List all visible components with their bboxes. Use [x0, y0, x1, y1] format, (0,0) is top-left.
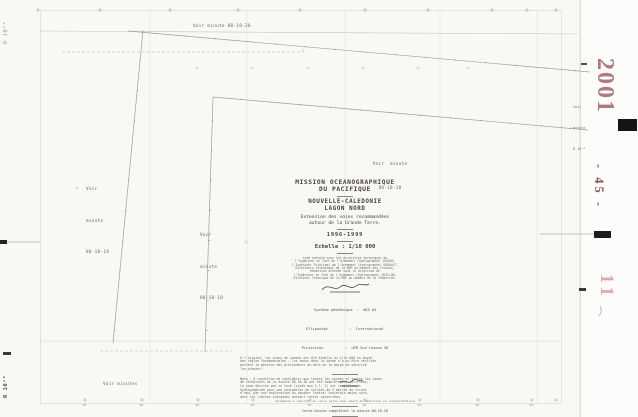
tick-label: 20' [139, 403, 145, 407]
survey-line-diagonal-upper [127, 30, 591, 73]
geodesy-line: Ellipsoïde : International [306, 326, 384, 331]
mission-title-line1: MISSION OCEANOGRAPHIQUE [295, 179, 395, 186]
annotation-top: Voir minute 88-18-20 [193, 24, 251, 29]
registry-black-bar-right [618, 119, 637, 131]
subject-line1: Extension des voies recommandées [300, 215, 390, 220]
divider [337, 253, 353, 255]
signature-space [240, 281, 450, 296]
credits-line: l'Ingénieur en Chef de l'Armement (hydro… [293, 272, 397, 277]
margin-note-line: Voir [573, 105, 582, 109]
ref-bottom-left: R 10¹⁸ [3, 375, 9, 398]
register-ticks-top [36, 8, 558, 12]
tick-label: 35' [307, 403, 313, 407]
annotation-bottom: Voir minutes B 10¹⁸ et 88-18-13 [103, 355, 138, 417]
region-line1: NOUVELLE-CALEDONIE [308, 199, 382, 206]
margin-note-line: B 10¹⁸ [573, 147, 586, 151]
geodesy-line: Système géodésique : WGS 84 [313, 307, 377, 312]
annotation-right: Voir minute 88-18-18 [362, 145, 418, 209]
registry-mark-bottom-left [3, 352, 11, 355]
graticule-verticals [149, 10, 538, 403]
signature-bottom [339, 379, 364, 387]
tick-label: 40' [362, 403, 368, 407]
paragraph-line: "au premier". [240, 366, 265, 371]
graticule-crosses [75, 66, 470, 244]
registry-black-bar-mid [594, 231, 611, 238]
divider [337, 195, 353, 197]
credits-line: Directeur Technique de la MOP au moment … [293, 276, 397, 281]
nota-line: Nota : A condition de considérer que tou… [240, 376, 383, 381]
annotation-line: 88-18-19 [86, 250, 110, 255]
stamp-year: 2001 [592, 58, 618, 114]
annotation-line: minute [86, 218, 104, 224]
sounding-marks [113, 33, 576, 331]
divider [332, 405, 358, 407]
completion-note: Carte-minute complétant la minute 88-18-… [302, 409, 388, 414]
bottom-tick-labels: 15' 20' 25' 30' 35' 40' 45' 50' 55' [82, 403, 535, 407]
margin-note-line: minute [573, 126, 586, 130]
tick-label: 15' [82, 403, 88, 407]
geodesy-line: Projection : UTM Sud fuseau 58 [301, 345, 389, 350]
faint-red-mark [598, 305, 602, 317]
register-ticks-bottom [83, 398, 558, 402]
credits-line: Directeurs Techniques de la MOP au momen… [295, 265, 395, 270]
registry-mark-left [0, 240, 7, 244]
paragraph-line: A l'origine, les plans de sondes ont été… [240, 355, 373, 360]
tick-label: 30' [250, 403, 256, 407]
divider [332, 374, 358, 376]
survey-period: 1996-1999 [326, 232, 364, 239]
credits-line: Levé exécuté sous les directives techniq… [302, 255, 388, 260]
neatline-top [39, 30, 579, 35]
title-block: MISSION OCEANOGRAPHIQUE DU PACIFIQUE NOU… [240, 179, 450, 417]
tick-label: 55' [529, 403, 535, 407]
sheet-border [40, 10, 562, 404]
nota-line: hydrographiée pour une navigation de sur… [240, 387, 367, 392]
annotation-mid: Voir minute 88-18-18 [200, 210, 223, 326]
annotation-line: Voir [200, 233, 212, 238]
scale-statement: Echelle : 1/10 000 [314, 244, 376, 251]
subject-line2: autour de la Grande Terre. [309, 220, 381, 226]
tick-label: 25' [195, 403, 201, 407]
divider [337, 228, 353, 230]
annotation-line: 88-18-18 [200, 296, 224, 301]
edge-dash-mid [579, 288, 586, 291]
survey-line-vertical-mid [204, 96, 214, 353]
tick-label: 45' [417, 403, 423, 407]
nota-footnote: (éléments à reporter au cours selon leur… [274, 398, 416, 403]
annotation-line: minute [200, 264, 218, 270]
annotation-line: Voir [86, 187, 98, 192]
paragraph-line: portent la mention des profondeurs au-de… [240, 363, 367, 368]
nota-line: dont les limites indiquées doivent reste… [240, 395, 342, 400]
survey-line-diagonal-lower [212, 96, 589, 131]
margin-note: Voir minute B 10¹⁸ [573, 90, 585, 167]
annotation-line: Voir minute [372, 162, 408, 167]
stamp-number: - 45 - [592, 164, 606, 210]
credits-line: l'Ingénieur en Chef de l'Armement (hydro… [294, 259, 396, 264]
nota-line: la zone décrite par ce levé (visée aux §… [240, 383, 361, 388]
stamp-faint-number: 11 [596, 274, 617, 300]
nota-line: de recherches de la minute 88-18-18 ont … [240, 380, 369, 385]
paragraph-line: des règles fondamentales ; les zones don… [240, 359, 377, 364]
right-margin-backing [580, 0, 638, 417]
annotation-line: 88-18-18 [378, 186, 402, 191]
survey-line-vertical-west [112, 29, 144, 344]
region-line2: LAGON NORD [324, 206, 366, 213]
annotation-left: Voir minute 88-18-19 [86, 164, 109, 280]
chart-paper [0, 0, 580, 417]
limit-dashed-upper [62, 46, 304, 53]
credits-line: Rédaction achevée sous la direction de [310, 269, 380, 274]
divider [337, 240, 353, 242]
ref-top-left: R 10¹⁸ [3, 21, 9, 44]
nota-line: d'eau, par une exploration au sondeur la… [240, 391, 369, 396]
signature-main [321, 283, 370, 293]
annotation-line: Voir minutes [103, 382, 138, 387]
credits-line: l'Ingénieur Principal de l'Armement (hyd… [291, 262, 399, 267]
mission-title-line2: DU PACIFIQUE [319, 186, 371, 194]
divider [332, 415, 358, 417]
edge-dash-top [581, 63, 587, 65]
tick-label: 50' [475, 403, 481, 407]
